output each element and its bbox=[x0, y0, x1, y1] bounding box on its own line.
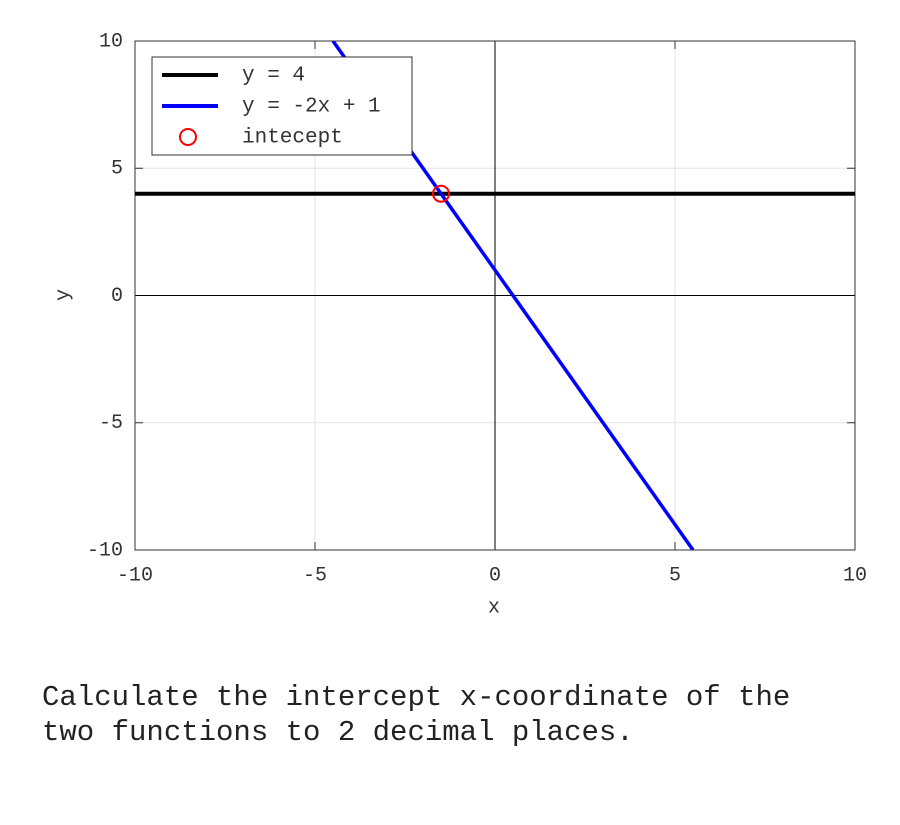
plot-frame bbox=[134, 40, 856, 551]
y-axis-label: y bbox=[52, 289, 75, 301]
question: Calculate the intercept x-coordinate of … bbox=[42, 681, 791, 749]
x-axis-label: x bbox=[488, 596, 500, 619]
x-tick-label: -5 bbox=[303, 564, 327, 587]
x-tick-label: 0 bbox=[489, 564, 501, 587]
intercept-point bbox=[432, 184, 450, 203]
chart: x y -10 -5 0 5 10 -10 -5 0 5 10 y = 4 y = -2x + 1 in… bbox=[52, 30, 867, 619]
legend-label: y = -2x + 1 bbox=[242, 96, 381, 119]
legend-marker bbox=[179, 128, 197, 146]
x-tick-label: -10 bbox=[117, 564, 153, 587]
y-tick-label: 0 bbox=[111, 285, 123, 308]
y-tick-label: -5 bbox=[99, 412, 123, 435]
legend-label: intecept bbox=[242, 127, 343, 150]
x-tick-label: 10 bbox=[843, 564, 867, 587]
y-tick-label: 10 bbox=[99, 30, 123, 53]
y-tick-label: 5 bbox=[111, 158, 123, 181]
y-tick-label: -10 bbox=[87, 539, 123, 562]
x-tick-label: 5 bbox=[669, 564, 681, 587]
legend-label: y = 4 bbox=[242, 65, 305, 88]
